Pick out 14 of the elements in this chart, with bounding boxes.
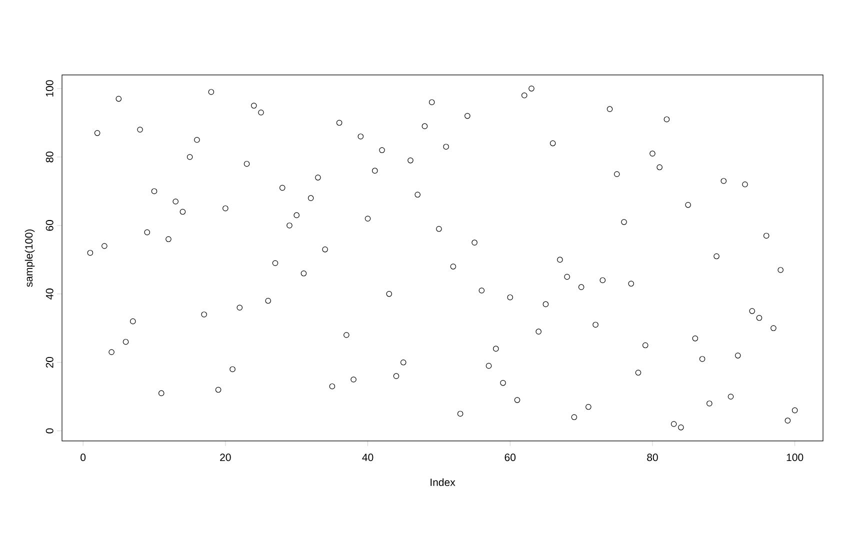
y-tick-label: 60 [46, 220, 54, 231]
x-tick-label: 100 [786, 454, 804, 462]
y-tick-label: 0 [46, 428, 54, 434]
x-tick-label: 60 [504, 454, 516, 462]
y-tick-label: 20 [46, 356, 54, 368]
x-tick-label: 20 [220, 454, 231, 462]
x-axis-title: Index [430, 478, 456, 486]
y-tick-label: 40 [46, 288, 54, 300]
y-tick-label: 80 [46, 152, 54, 162]
x-tick-label: 80 [647, 454, 658, 462]
y-tick-label: 100 [46, 80, 54, 97]
y-axis-title: sample(100) [24, 229, 35, 287]
x-tick-label: 40 [362, 454, 374, 462]
x-tick-label: 0 [80, 454, 86, 462]
